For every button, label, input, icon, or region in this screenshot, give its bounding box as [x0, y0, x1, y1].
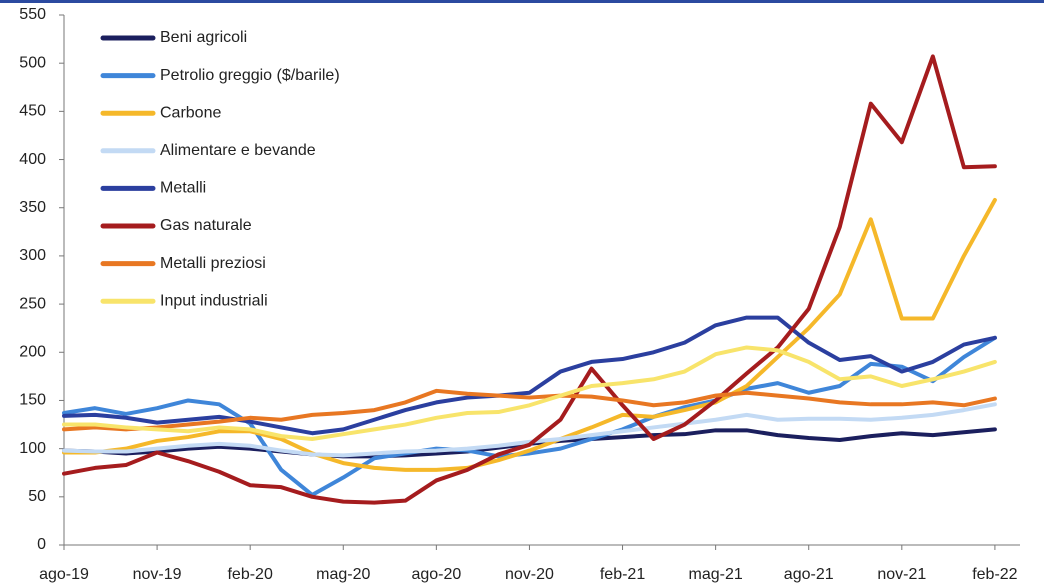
x-tick-label: ago-19 [39, 566, 89, 583]
legend-label: Metalli preziosi [160, 255, 266, 272]
y-tick-label: 200 [19, 343, 46, 360]
legend-label: Metalli [160, 180, 206, 197]
x-tick-label: mag-20 [316, 566, 370, 583]
y-tick-label: 250 [19, 295, 46, 312]
x-tick-label: feb-21 [600, 566, 645, 583]
legend-label: Beni agricoli [160, 29, 247, 46]
series-line [62, 54, 997, 505]
x-tick-label: nov-19 [133, 566, 182, 583]
x-tick-label: nov-21 [877, 566, 926, 583]
series-line [62, 402, 997, 458]
y-tick-label: 150 [19, 392, 46, 409]
legend-label: Gas naturale [160, 217, 252, 234]
series-line [62, 345, 997, 441]
series-line [62, 315, 997, 436]
series-line [62, 198, 997, 472]
legend-label: Carbone [160, 104, 221, 121]
x-tick-label: ago-21 [784, 566, 834, 583]
y-tick-label: 350 [19, 199, 46, 216]
y-tick-label: 100 [19, 440, 46, 457]
series-line [62, 388, 997, 432]
y-tick-label: 300 [19, 247, 46, 264]
x-tick-label: feb-20 [227, 566, 272, 583]
y-tick-label: 50 [28, 488, 46, 505]
series-line [62, 335, 997, 497]
y-tick-label: 550 [19, 6, 46, 23]
legend-label: Input industriali [160, 292, 268, 309]
x-tick-label: nov-20 [505, 566, 554, 583]
top-border [0, 0, 1044, 3]
x-tick-label: ago-20 [411, 566, 461, 583]
y-tick-label: 400 [19, 151, 46, 168]
y-tick-label: 0 [37, 536, 46, 553]
legend-label: Petrolio greggio ($/barile) [160, 67, 340, 84]
y-tick-label: 450 [19, 103, 46, 120]
x-tick-label: mag-21 [689, 566, 743, 583]
legend-label: Alimentare e bevande [160, 142, 316, 159]
x-tick-label: feb-22 [972, 566, 1017, 583]
y-tick-label: 500 [19, 54, 46, 71]
